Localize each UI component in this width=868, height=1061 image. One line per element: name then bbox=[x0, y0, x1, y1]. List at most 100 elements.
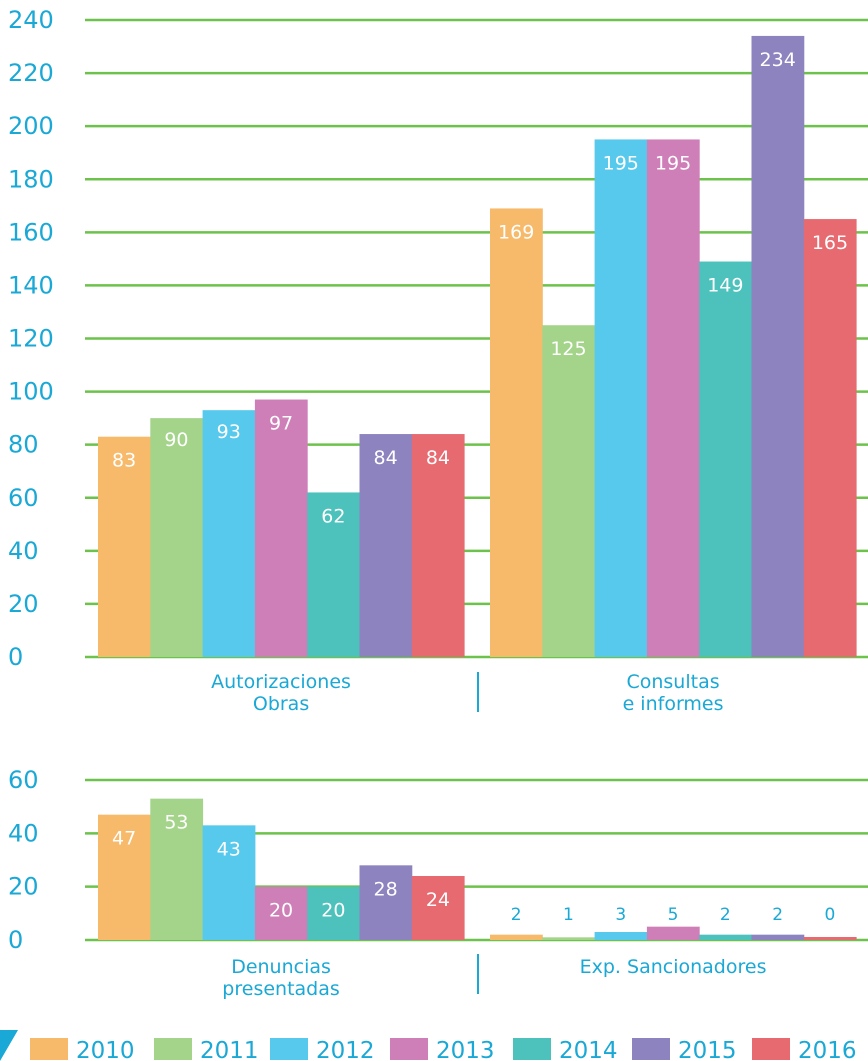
legend-swatch bbox=[632, 1038, 670, 1060]
legend-item: 2012 bbox=[270, 1038, 375, 1061]
data-label: 83 bbox=[112, 450, 136, 472]
category-label: Consultas e informes bbox=[623, 671, 724, 715]
bar bbox=[359, 865, 413, 940]
data-label: 1 bbox=[563, 905, 574, 925]
bar bbox=[751, 934, 805, 940]
corner-accent-shape bbox=[0, 1030, 18, 1061]
data-label: 97 bbox=[269, 413, 293, 435]
category-label: Denuncias presentadas bbox=[222, 956, 339, 1000]
data-label: 2 bbox=[511, 905, 522, 925]
category-label: Autorizaciones Obras bbox=[211, 671, 351, 715]
legend-swatch bbox=[513, 1038, 551, 1060]
category-label-line: e informes bbox=[623, 693, 724, 715]
data-label: 84 bbox=[374, 447, 398, 469]
category-label-line: Consultas bbox=[626, 671, 719, 693]
bar bbox=[803, 937, 857, 940]
bar bbox=[594, 932, 648, 940]
legend-swatch bbox=[270, 1038, 308, 1060]
legend-swatch bbox=[154, 1038, 192, 1060]
bar bbox=[542, 937, 596, 940]
legend-item: 2010 bbox=[30, 1038, 135, 1061]
bar bbox=[411, 876, 465, 940]
legend-swatch bbox=[752, 1038, 790, 1060]
y-tick-label: 160 bbox=[8, 218, 54, 246]
legend-item: 2011 bbox=[154, 1038, 259, 1061]
legend-item: 2015 bbox=[632, 1038, 737, 1061]
bar bbox=[411, 434, 465, 657]
category-label: Exp. Sancionadores bbox=[580, 956, 767, 978]
bar bbox=[202, 410, 256, 657]
bar bbox=[150, 418, 204, 657]
category-label-line: presentadas bbox=[222, 978, 339, 1000]
bar bbox=[490, 208, 543, 657]
legend-label: 2013 bbox=[436, 1038, 495, 1061]
y-tick-label: 0 bbox=[8, 926, 23, 954]
data-label: 84 bbox=[426, 447, 450, 469]
y-tick-label: 0 bbox=[8, 643, 23, 671]
legend-label: 2015 bbox=[678, 1038, 737, 1061]
y-tick-label: 20 bbox=[8, 590, 39, 618]
legend-swatch bbox=[30, 1038, 68, 1060]
legend-item: 2013 bbox=[390, 1038, 495, 1061]
data-label: 234 bbox=[760, 49, 796, 71]
category-label-line: Autorizaciones bbox=[211, 671, 351, 693]
data-label: 165 bbox=[812, 232, 848, 254]
data-label: 90 bbox=[164, 429, 188, 451]
bar bbox=[542, 325, 596, 657]
y-tick-label: 40 bbox=[8, 537, 39, 565]
bar bbox=[490, 934, 543, 940]
data-label: 195 bbox=[655, 152, 691, 174]
y-tick-label: 100 bbox=[8, 378, 54, 406]
y-tick-label: 220 bbox=[8, 59, 54, 87]
bar bbox=[98, 436, 151, 657]
data-label: 20 bbox=[321, 900, 345, 922]
y-tick-label: 60 bbox=[8, 484, 39, 512]
data-label: 20 bbox=[269, 900, 293, 922]
bar bbox=[359, 434, 413, 657]
data-label: 195 bbox=[603, 152, 639, 174]
data-label: 2 bbox=[772, 905, 783, 925]
data-label: 93 bbox=[217, 421, 241, 443]
bar bbox=[699, 261, 752, 657]
data-label: 0 bbox=[825, 905, 836, 925]
legend-label: 2010 bbox=[76, 1038, 135, 1061]
bar bbox=[646, 139, 700, 657]
legend-label: 2012 bbox=[316, 1038, 375, 1061]
bar bbox=[803, 219, 857, 657]
bar bbox=[307, 492, 360, 657]
legend-item: 2016 bbox=[752, 1038, 857, 1061]
bar bbox=[751, 35, 805, 658]
y-tick-label: 20 bbox=[8, 873, 39, 901]
data-label: 169 bbox=[498, 221, 534, 243]
data-label: 3 bbox=[615, 905, 626, 925]
data-label: 149 bbox=[707, 275, 743, 297]
bar bbox=[202, 825, 256, 940]
legend-label: 2014 bbox=[559, 1038, 618, 1061]
y-tick-label: 80 bbox=[8, 431, 39, 459]
bar bbox=[699, 934, 752, 940]
category-label-line: Denuncias bbox=[231, 956, 331, 978]
y-tick-label: 40 bbox=[8, 819, 39, 847]
bar bbox=[594, 139, 648, 657]
data-label: 53 bbox=[164, 812, 188, 834]
data-label: 28 bbox=[374, 878, 398, 900]
bar bbox=[254, 399, 308, 657]
bar bbox=[98, 814, 151, 940]
category-label-line: Obras bbox=[253, 693, 309, 715]
y-tick-label: 200 bbox=[8, 112, 54, 140]
data-label: 24 bbox=[426, 889, 450, 911]
bar bbox=[646, 926, 700, 940]
top-chart: 0 20 40 60 80 100 120 140 160 180 200 220 240 83 90 93 9… bbox=[8, 6, 868, 715]
bar bbox=[254, 886, 308, 940]
legend: 2010 2011 2012 2013 2014 2015 2016 bbox=[30, 1038, 857, 1061]
data-label: 62 bbox=[321, 505, 345, 527]
data-label: 2 bbox=[720, 905, 731, 925]
category-label-line: Exp. Sancionadores bbox=[580, 956, 767, 978]
data-label: 125 bbox=[550, 338, 586, 360]
y-tick-label: 180 bbox=[8, 165, 54, 193]
y-tick-label: 240 bbox=[8, 6, 54, 34]
bar bbox=[150, 798, 204, 940]
data-label: 47 bbox=[112, 828, 136, 850]
